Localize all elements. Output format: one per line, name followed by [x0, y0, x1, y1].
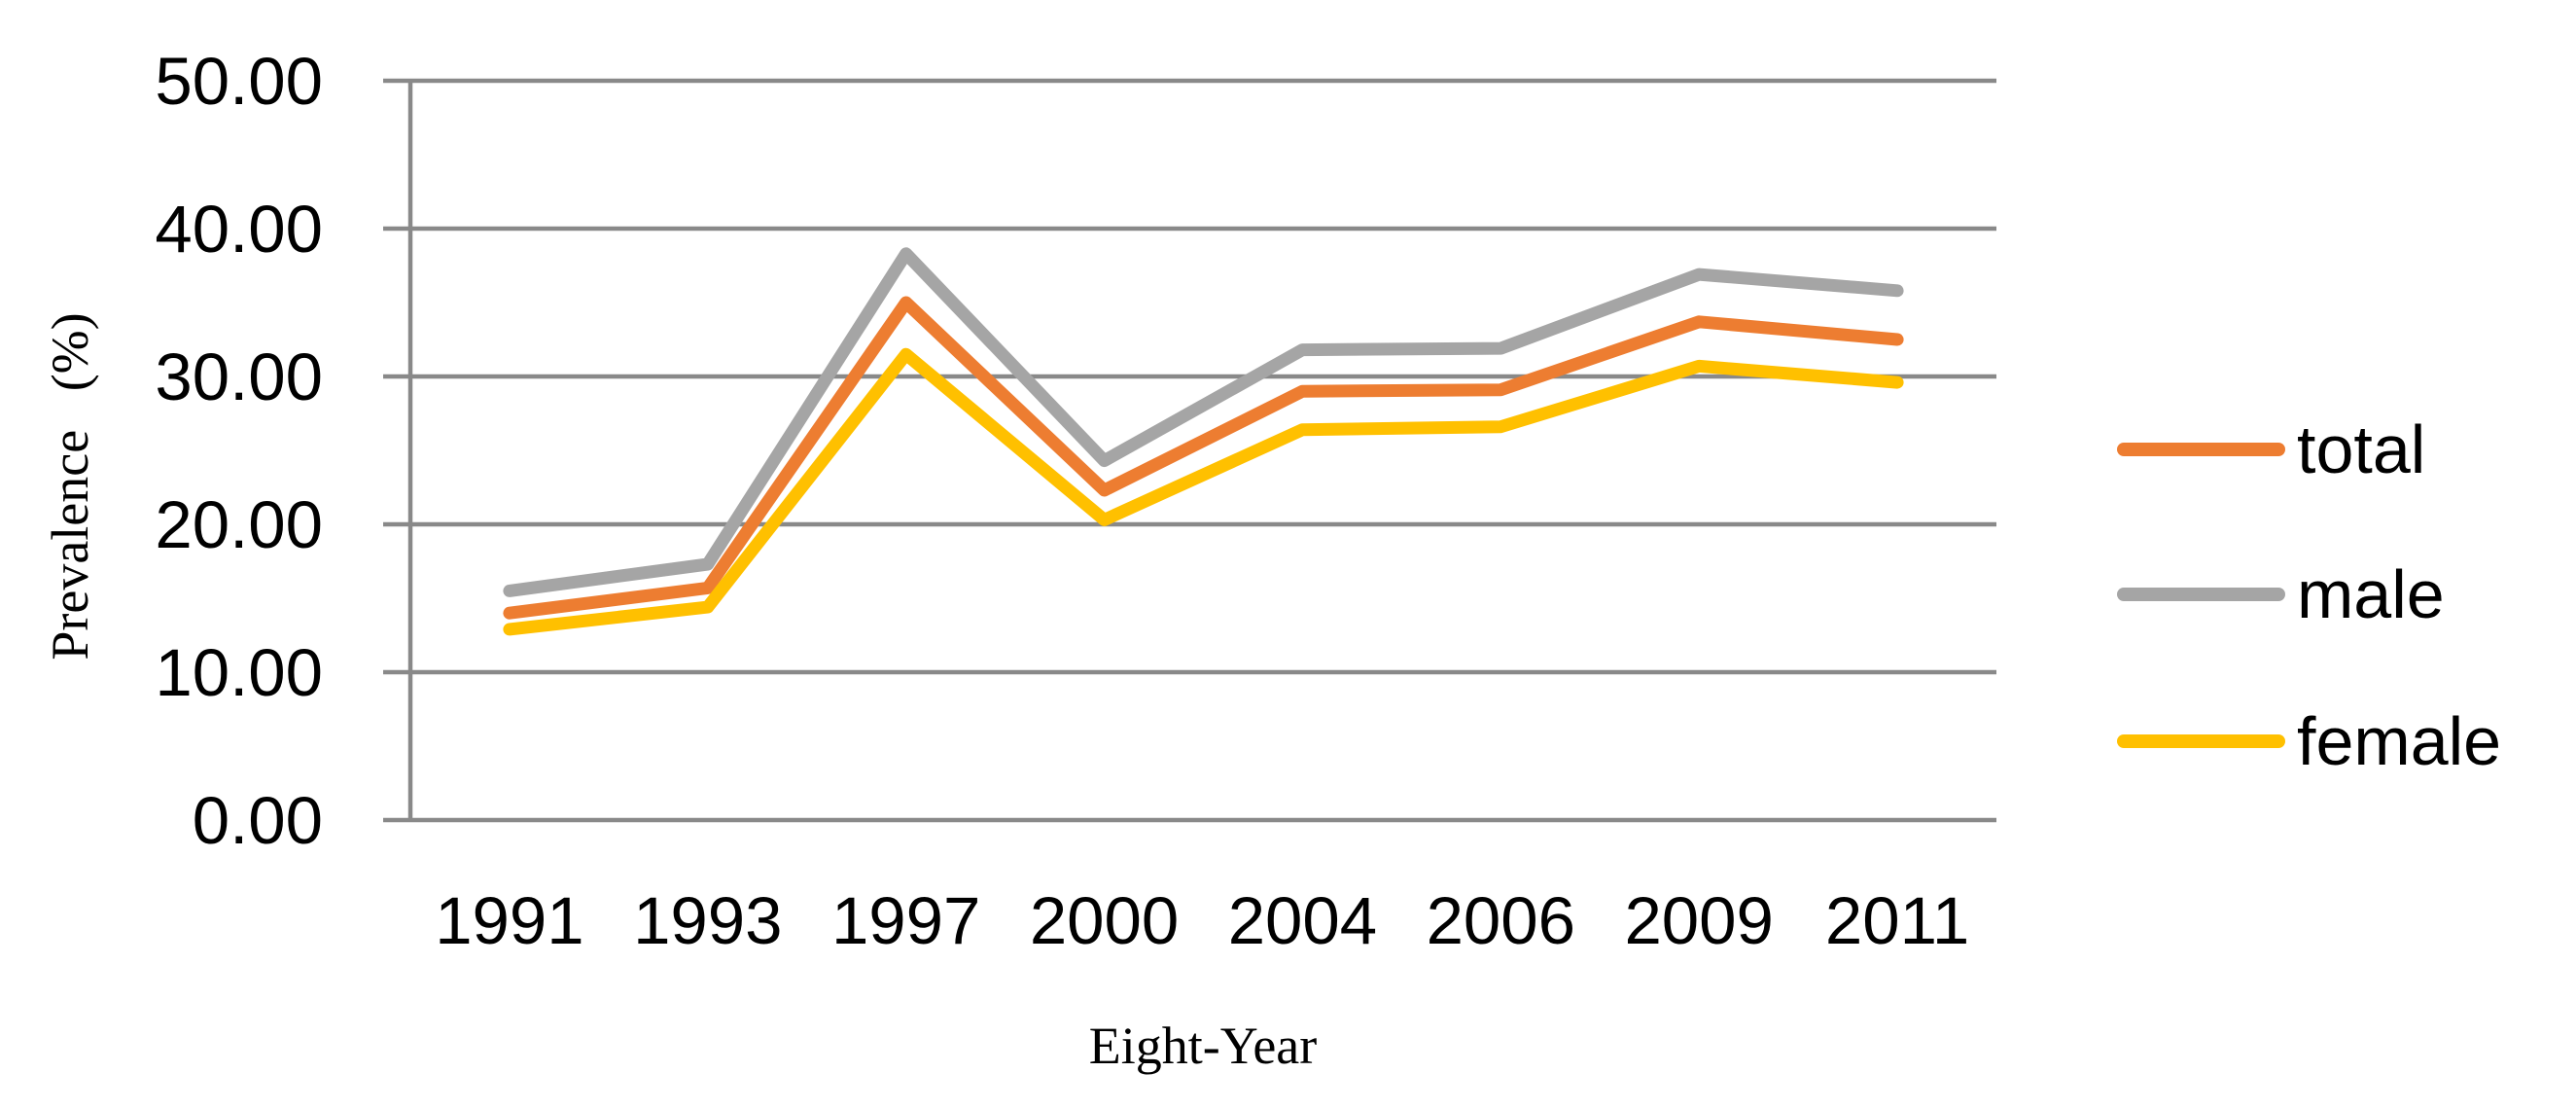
legend-row-male: male [2117, 559, 2445, 629]
legend-row-female: female [2117, 706, 2501, 776]
gridlines [383, 78, 1996, 823]
x-tick-label: 2009 [1624, 883, 1774, 958]
x-tick-label: 2004 [1227, 883, 1378, 958]
legend-label-total: total [2297, 411, 2426, 487]
legend-swatch-total [2117, 443, 2285, 456]
x-tick-label: 1991 [435, 883, 584, 958]
x-axis-title: Eight-Year [1088, 1017, 1318, 1075]
x-tick-label: 2006 [1426, 883, 1576, 958]
legend-label-male: male [2297, 556, 2445, 632]
series-line-total [503, 296, 1904, 620]
y-tick-label: 0.00 [192, 782, 323, 858]
series-line-male [503, 247, 1904, 597]
x-tick-label: 1997 [830, 883, 981, 958]
x-tick-label: 2011 [1824, 883, 1970, 958]
y-tick-label: 30.00 [155, 339, 323, 414]
series-lines [503, 247, 1904, 636]
x-tick-label: 2000 [1029, 883, 1180, 958]
legend-swatch-female [2117, 734, 2285, 748]
legend-row-total: total [2117, 414, 2425, 484]
y-tick-label: 10.00 [155, 634, 323, 710]
y-axis-title: Prevalence (%) [41, 312, 99, 661]
legend-label-female: female [2297, 703, 2502, 779]
y-tick-label: 40.00 [155, 191, 323, 267]
x-tick-label: 1993 [633, 883, 783, 958]
series-line-female [503, 347, 1904, 636]
y-tick-label: 50.00 [155, 43, 323, 119]
y-tick-label: 20.00 [155, 486, 323, 562]
legend-swatch-male [2117, 588, 2285, 601]
